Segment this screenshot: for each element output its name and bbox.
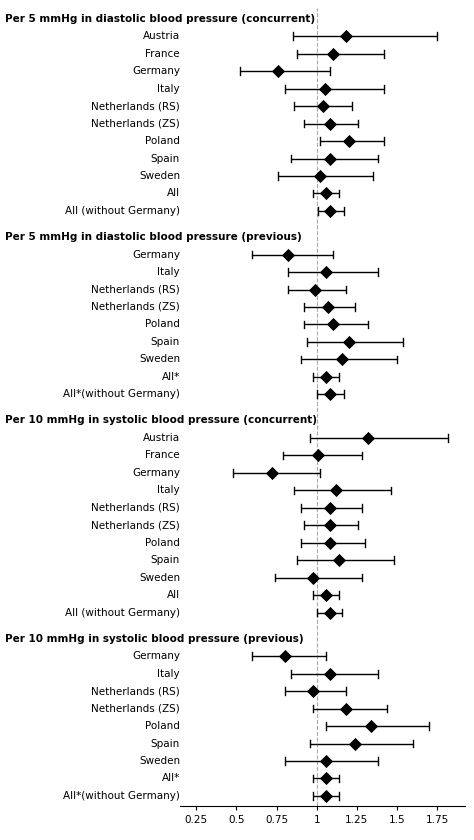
Text: Per 5 mmHg in diastolic blood pressure (concurrent): Per 5 mmHg in diastolic blood pressure (…: [5, 14, 315, 24]
Point: [351, 737, 359, 750]
Text: Netherlands (ZS): Netherlands (ZS): [91, 302, 180, 312]
Text: Germany: Germany: [132, 651, 180, 661]
Point: [326, 117, 333, 130]
Point: [326, 606, 333, 619]
Text: France: France: [146, 49, 180, 59]
Point: [322, 186, 330, 200]
Point: [326, 536, 333, 549]
Text: Italy: Italy: [157, 486, 180, 496]
Text: Italy: Italy: [157, 669, 180, 679]
Text: Netherlands (ZS): Netherlands (ZS): [91, 118, 180, 129]
Text: Netherlands (RS): Netherlands (RS): [91, 101, 180, 111]
Point: [332, 484, 340, 497]
Point: [329, 47, 337, 60]
Text: Spain: Spain: [151, 555, 180, 565]
Text: Germany: Germany: [132, 66, 180, 76]
Point: [342, 29, 349, 43]
Point: [274, 65, 282, 78]
Text: Sweden: Sweden: [139, 756, 180, 766]
Point: [319, 99, 327, 113]
Point: [326, 204, 333, 218]
Text: Per 5 mmHg in diastolic blood pressure (previous): Per 5 mmHg in diastolic blood pressure (…: [5, 232, 301, 242]
Point: [322, 790, 330, 803]
Point: [322, 265, 330, 279]
Text: Poland: Poland: [145, 538, 180, 548]
Point: [311, 283, 319, 297]
Text: Netherlands (RS): Netherlands (RS): [91, 686, 180, 696]
Text: Germany: Germany: [132, 468, 180, 478]
Text: Netherlands (RS): Netherlands (RS): [91, 503, 180, 512]
Text: Poland: Poland: [145, 136, 180, 146]
Text: Per 10 mmHg in systolic blood pressure (previous): Per 10 mmHg in systolic blood pressure (…: [5, 633, 303, 643]
Point: [345, 134, 353, 148]
Text: Germany: Germany: [132, 249, 180, 260]
Point: [284, 248, 292, 261]
Point: [367, 719, 375, 732]
Point: [342, 702, 349, 716]
Text: All*(without Germany): All*(without Germany): [63, 791, 180, 801]
Text: All: All: [167, 591, 180, 600]
Point: [329, 318, 337, 331]
Point: [268, 466, 275, 480]
Point: [321, 82, 328, 96]
Text: Italy: Italy: [157, 267, 180, 277]
Text: All (without Germany): All (without Germany): [65, 206, 180, 216]
Text: Poland: Poland: [145, 319, 180, 329]
Text: Austria: Austria: [143, 31, 180, 41]
Text: Poland: Poland: [145, 721, 180, 731]
Point: [365, 431, 372, 444]
Text: Spain: Spain: [151, 738, 180, 748]
Point: [345, 335, 353, 349]
Text: Netherlands (RS): Netherlands (RS): [91, 285, 180, 295]
Point: [322, 754, 330, 768]
Text: France: France: [146, 450, 180, 460]
Point: [322, 588, 330, 601]
Text: Sweden: Sweden: [139, 171, 180, 181]
Point: [315, 449, 322, 462]
Text: Sweden: Sweden: [139, 573, 180, 583]
Point: [324, 300, 332, 313]
Point: [326, 518, 333, 532]
Point: [281, 649, 288, 663]
Text: All (without Germany): All (without Germany): [65, 607, 180, 617]
Point: [326, 667, 333, 680]
Point: [322, 370, 330, 384]
Text: All*(without Germany): All*(without Germany): [63, 389, 180, 399]
Text: Italy: Italy: [157, 84, 180, 94]
Text: All: All: [167, 188, 180, 198]
Point: [338, 353, 346, 366]
Point: [326, 152, 333, 165]
Text: Netherlands (ZS): Netherlands (ZS): [91, 704, 180, 714]
Point: [326, 501, 333, 515]
Text: All*: All*: [162, 774, 180, 784]
Point: [336, 554, 343, 567]
Point: [316, 170, 324, 183]
Point: [310, 571, 317, 585]
Text: Per 10 mmHg in systolic blood pressure (concurrent): Per 10 mmHg in systolic blood pressure (…: [5, 416, 317, 426]
Text: Spain: Spain: [151, 337, 180, 347]
Text: Spain: Spain: [151, 154, 180, 164]
Text: Austria: Austria: [143, 433, 180, 443]
Text: Netherlands (ZS): Netherlands (ZS): [91, 520, 180, 530]
Point: [326, 387, 333, 401]
Point: [322, 772, 330, 785]
Text: Sweden: Sweden: [139, 354, 180, 365]
Point: [310, 685, 317, 698]
Text: All*: All*: [162, 372, 180, 382]
